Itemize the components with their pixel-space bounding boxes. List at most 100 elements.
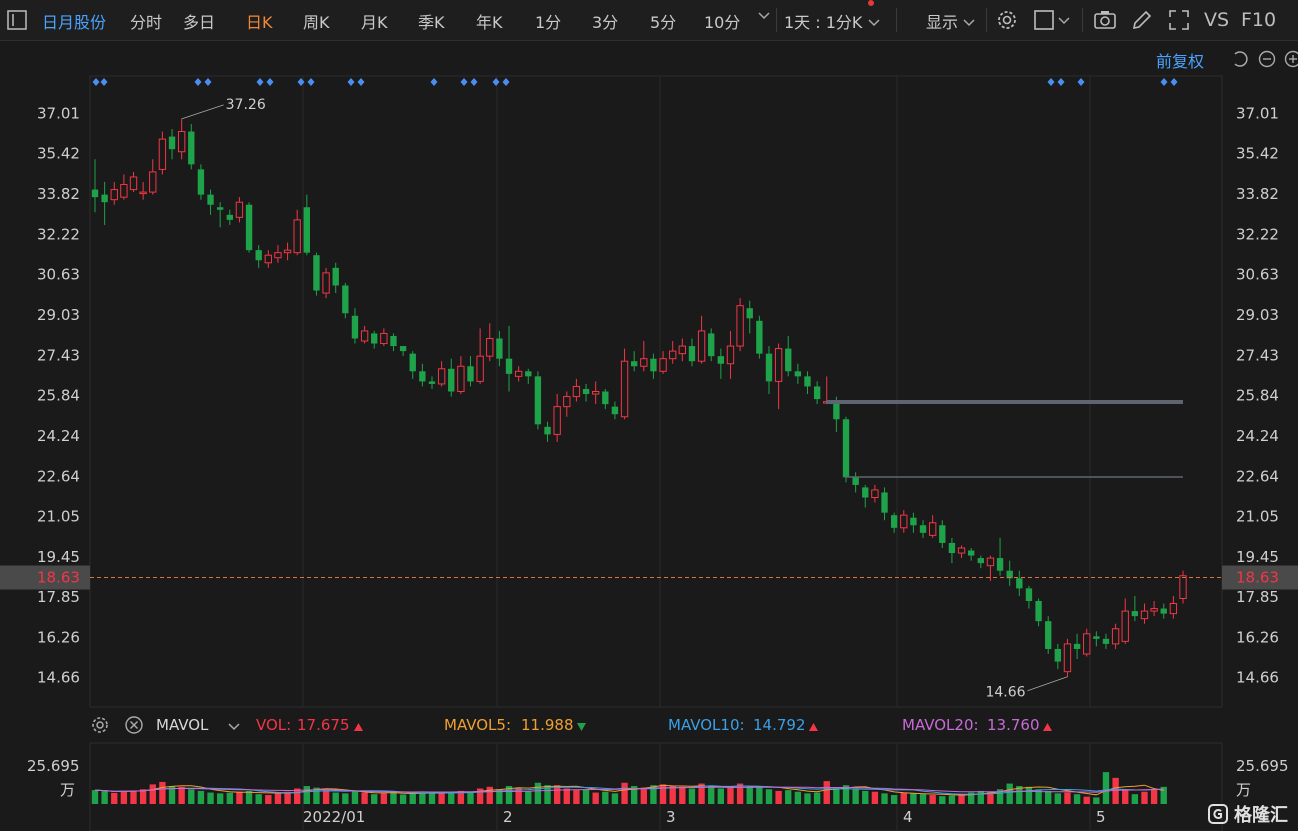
volume-bar bbox=[881, 793, 888, 804]
settings-gear-icon[interactable] bbox=[995, 8, 1019, 32]
price-tick-left: 27.43 bbox=[37, 346, 80, 364]
candle-body-up bbox=[486, 337, 494, 357]
chevron-down-icon bbox=[963, 19, 975, 27]
price-tick-right: 24.24 bbox=[1236, 427, 1279, 445]
candle-body-down bbox=[226, 214, 233, 220]
candle-body-down bbox=[544, 426, 551, 435]
candle-body-up bbox=[1140, 610, 1149, 620]
candle-body-down bbox=[188, 131, 195, 165]
volume-bar bbox=[698, 783, 705, 804]
gelonghui-logo: 格隆汇 bbox=[1207, 801, 1288, 827]
more-periods-chevron-icon[interactable] bbox=[758, 10, 770, 25]
indicator-settings-gear-icon[interactable] bbox=[90, 715, 110, 735]
price-tick-right: 35.42 bbox=[1236, 145, 1279, 163]
volume-bar bbox=[390, 791, 397, 804]
period-tab-2[interactable]: 日K bbox=[246, 13, 273, 32]
candle-body-up bbox=[139, 191, 147, 195]
candle-body-down bbox=[1006, 570, 1013, 579]
event-marker-diamond bbox=[502, 78, 510, 86]
volume-bar bbox=[313, 787, 320, 804]
candle-body-down bbox=[602, 391, 609, 405]
period-tab-5[interactable]: 季K bbox=[418, 13, 445, 32]
undo-icon[interactable] bbox=[1230, 50, 1248, 68]
candle-body-up bbox=[437, 368, 446, 385]
indicator-close-icon[interactable] bbox=[124, 715, 144, 735]
volume-bar bbox=[236, 791, 243, 804]
candle-body-up bbox=[264, 254, 272, 264]
event-marker-diamond bbox=[256, 78, 264, 86]
up-arrow-icon bbox=[1043, 723, 1052, 731]
candle-body-up bbox=[322, 272, 330, 294]
up-arrow-icon bbox=[809, 723, 818, 731]
event-marker-diamond bbox=[492, 78, 500, 86]
display-menu[interactable]: 显示 bbox=[926, 9, 975, 33]
candle-body-up bbox=[274, 252, 282, 259]
price-tick-left: 16.26 bbox=[37, 628, 80, 646]
volume-bar bbox=[515, 787, 522, 804]
interval-label: 1天 : 1分K bbox=[784, 13, 863, 32]
time-tick: 2 bbox=[503, 808, 513, 826]
period-tab-0[interactable]: 分时 bbox=[130, 13, 163, 32]
f10-button[interactable]: F10 bbox=[1241, 9, 1277, 31]
volume-max-right: 25.695 bbox=[1236, 757, 1289, 775]
zoom-in-icon[interactable] bbox=[1284, 50, 1298, 68]
time-tick: 3 bbox=[666, 808, 676, 826]
mavol20-line bbox=[94, 786, 1164, 793]
volume-bar bbox=[101, 791, 108, 804]
volume-bar bbox=[294, 788, 301, 804]
event-markers[interactable] bbox=[92, 78, 1178, 86]
candle-body-down bbox=[794, 371, 802, 377]
volume-bar bbox=[1073, 794, 1081, 804]
current-price-right-box bbox=[1222, 565, 1298, 590]
sidebar-toggle-icon[interactable] bbox=[6, 9, 28, 31]
period-tab-4[interactable]: 月K bbox=[361, 13, 388, 32]
period-tab-7[interactable]: 1分 bbox=[535, 13, 562, 32]
period-tab-8[interactable]: 3分 bbox=[592, 13, 619, 32]
candle-body-down bbox=[303, 207, 311, 253]
compare-vs-button[interactable]: VS bbox=[1204, 9, 1230, 31]
volume-bar bbox=[736, 783, 744, 804]
candle-body-down bbox=[813, 386, 821, 400]
candle-body-down bbox=[1045, 621, 1052, 649]
candle-body-down bbox=[804, 376, 811, 387]
kline-chart[interactable]: 37.01 35.42 33.82 32.22 30.63 29.03 27.43 25.84… bbox=[0, 40, 1298, 831]
stock-name-tab[interactable]: 日月股份 bbox=[42, 13, 107, 32]
camera-icon[interactable] bbox=[1093, 8, 1117, 32]
draw-pencil-icon[interactable] bbox=[1130, 8, 1154, 32]
divider bbox=[1082, 8, 1083, 32]
volume-unit-left: 万 bbox=[60, 781, 75, 799]
volume-bar bbox=[842, 785, 850, 804]
period-tab-6[interactable]: 年K bbox=[476, 13, 503, 32]
candle-body-down bbox=[717, 356, 725, 364]
period-tab-9[interactable]: 5分 bbox=[650, 13, 677, 32]
candle-body-down bbox=[1073, 643, 1081, 649]
candle-body-down bbox=[332, 267, 339, 286]
adjust-mode-button[interactable]: 前复权 bbox=[1156, 52, 1205, 71]
candle-body-up bbox=[1063, 643, 1072, 673]
candle-body-down bbox=[910, 517, 917, 526]
min-price-pointer bbox=[1027, 676, 1068, 692]
candle-body-up bbox=[457, 365, 465, 393]
interval-select[interactable]: 1天 : 1分K bbox=[784, 9, 880, 33]
fullscreen-icon[interactable] bbox=[1167, 8, 1191, 32]
period-tab-3[interactable]: 周K bbox=[303, 13, 330, 32]
candle-body-down bbox=[534, 376, 542, 425]
vol-value: 17.675 bbox=[297, 716, 350, 734]
volume-bar bbox=[929, 795, 936, 804]
period-tab-1[interactable]: 多日 bbox=[183, 13, 216, 32]
candle-body-down bbox=[351, 315, 359, 339]
indicator-name[interactable]: MAVOL bbox=[156, 716, 209, 734]
period-tab-10[interactable]: 10分 bbox=[704, 13, 741, 32]
overlays bbox=[826, 400, 1183, 478]
indicator-chevron-down-icon[interactable] bbox=[228, 722, 240, 732]
logo-mark-icon bbox=[1207, 804, 1228, 824]
zoom-out-icon[interactable] bbox=[1258, 50, 1276, 68]
candle-body-up bbox=[283, 249, 292, 254]
price-tick-left: 29.03 bbox=[37, 306, 80, 324]
chart-type-square-icon[interactable] bbox=[1033, 8, 1073, 32]
display-label: 显示 bbox=[926, 13, 959, 32]
volume-bar bbox=[419, 792, 426, 804]
candle-body-up bbox=[514, 370, 523, 377]
time-tick: 2022/01 bbox=[303, 808, 365, 826]
volume-bar bbox=[871, 791, 879, 804]
